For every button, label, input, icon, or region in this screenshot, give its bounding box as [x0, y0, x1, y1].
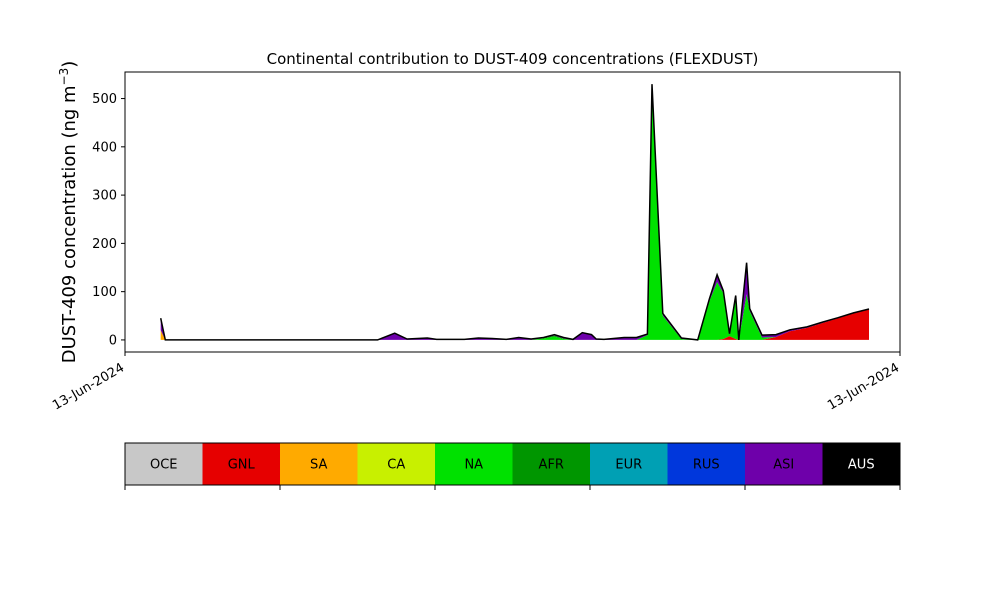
y-tick-label: 400 [92, 140, 117, 155]
legend-swatch-oce [125, 443, 203, 485]
legend-label-afr: AFR [539, 458, 564, 473]
legend-swatch-rus [667, 443, 745, 485]
legend-swatch-eur [590, 443, 668, 485]
legend-label-asi: ASI [773, 458, 794, 473]
y-tick-label: 0 [109, 333, 117, 348]
legend-swatch-aus [822, 443, 900, 485]
legend-label-na: NA [464, 458, 483, 473]
y-axis-label-exponent: −3 [57, 68, 71, 86]
y-tick-label: 500 [92, 92, 117, 107]
legend-swatch-afr [512, 443, 590, 485]
series-area-gnl [160, 309, 869, 340]
series-area-na [160, 91, 869, 340]
x-tick-label: 13-Jun-2024 [825, 360, 902, 413]
plot-frame [124, 71, 901, 353]
x-tick-label: 13-Jun-2024 [50, 360, 127, 413]
legend-label-ca: CA [387, 458, 405, 473]
plot-area: 0 100 200 300 400 500 13-Jun-2024 13-Jun-2024 [50, 71, 902, 413]
y-tick-label: 100 [92, 285, 117, 300]
total-line [159, 84, 870, 341]
legend-swatch-sa [280, 443, 358, 485]
legend-label-eur: EUR [615, 458, 642, 473]
y-tick-label: 200 [92, 237, 117, 252]
y-axis-label: DUST-409 concentration (ng m−3) [57, 61, 80, 364]
legend-label-oce: OCE [150, 458, 178, 473]
legend-label-gnl: GNL [228, 458, 256, 473]
y-axis-label-close: ) [59, 61, 80, 68]
legend-swatch-gnl [202, 443, 280, 485]
legend-frame [124, 442, 901, 486]
legend: OCE GNL SA CA NA AFR EUR RUS ASI AUS [124, 442, 901, 490]
legend-swatch-ca [357, 443, 435, 485]
chart-title: Continental contribution to DUST-409 con… [267, 50, 759, 68]
y-tick-label: 300 [92, 189, 117, 204]
legend-swatch-asi [745, 443, 823, 485]
y-axis-label-main: DUST-409 concentration (ng m [59, 85, 80, 363]
series-area-afr [160, 91, 869, 340]
legend-label-rus: RUS [693, 458, 720, 473]
legend-label-sa: SA [310, 458, 327, 473]
series-area-asi [160, 84, 869, 340]
legend-swatch-na [435, 443, 513, 485]
legend-label-aus: AUS [848, 458, 875, 473]
